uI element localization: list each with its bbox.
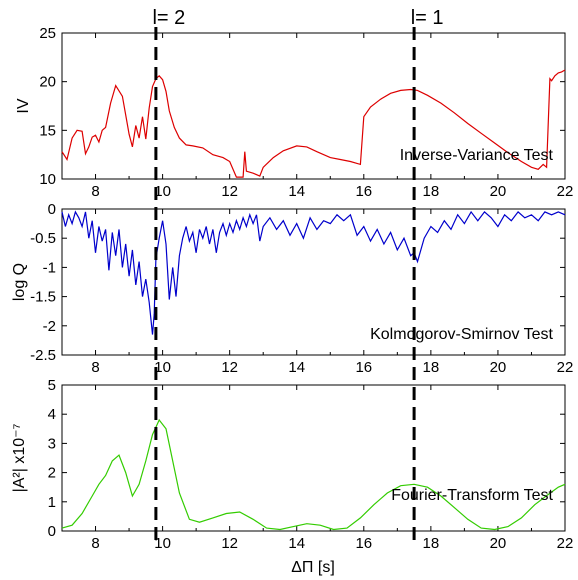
x-tick-label: 16 — [355, 183, 372, 200]
x-tick-label: 12 — [221, 359, 238, 376]
x-tick-label: 14 — [288, 359, 305, 376]
y-tick-label: -2.5 — [30, 347, 56, 364]
x-tick-label: 22 — [557, 183, 574, 200]
panel-title: Fourier-Transform Test — [391, 487, 553, 504]
y-tick-label: -1 — [43, 259, 56, 276]
y-tick-label: -0.5 — [30, 230, 56, 247]
x-tick-label: 10 — [154, 359, 171, 376]
plot-frame — [61, 384, 566, 532]
y-tick-label: 10 — [39, 171, 56, 188]
x-tick-label: 8 — [91, 535, 99, 552]
y-tick-label: 2 — [48, 465, 56, 482]
x-tick-label: 18 — [423, 535, 440, 552]
panel-inverse-variance: 8 10 12 14 16 18 20 22 10 15 20 25 Inverse-Variance… — [15, 25, 573, 200]
plot-frame — [61, 32, 566, 180]
y-tick-label: 25 — [39, 25, 56, 42]
y-tick-label: 1 — [48, 494, 56, 511]
x-tick-label: 16 — [355, 359, 372, 376]
marker-label: l= 2 — [152, 7, 185, 29]
x-tick-label: 12 — [221, 535, 238, 552]
x-axis-label: ΔΠ [s] — [291, 559, 335, 576]
x-tick-label: 16 — [355, 535, 372, 552]
mode-markers: l= 2 l= 1 — [152, 7, 444, 540]
x-tick-label: 8 — [91, 183, 99, 200]
y-tick-label: 0 — [48, 201, 56, 218]
panel-title: Inverse-Variance Test — [400, 147, 554, 164]
panel-title: Kolmogorov-Smirnov Test — [370, 326, 553, 343]
x-tick-label: 22 — [557, 535, 574, 552]
y-axis-label: IV — [15, 98, 32, 113]
y-tick-label: 0 — [48, 523, 56, 540]
y-tick-label: 20 — [39, 74, 56, 91]
x-tick-label: 14 — [288, 183, 305, 200]
x-tick-label: 20 — [490, 359, 507, 376]
x-tick-label: 18 — [423, 359, 440, 376]
plot-frame — [61, 208, 566, 356]
y-tick-label: -1.5 — [30, 289, 56, 306]
x-tick-label: 22 — [557, 359, 574, 376]
x-tick-label: 12 — [221, 183, 238, 200]
y-axis-label: |A²| x10⁻⁷ — [11, 423, 28, 492]
x-tick-label: 10 — [154, 183, 171, 200]
axis-ticks: 8 10 12 14 16 18 20 22 0 -0.5 -1 -1.5 -2 -2.5 — [30, 201, 573, 376]
x-tick-label: 18 — [423, 183, 440, 200]
x-tick-label: 20 — [490, 183, 507, 200]
y-tick-label: 3 — [48, 435, 56, 452]
x-tick-label: 8 — [91, 359, 99, 376]
data-line — [61, 418, 566, 531]
y-tick-label: -2 — [43, 318, 56, 335]
y-tick-label: 15 — [39, 122, 56, 139]
x-tick-label: 14 — [288, 535, 305, 552]
x-tick-label: 20 — [490, 535, 507, 552]
marker-label: l= 1 — [411, 7, 444, 29]
axis-ticks: 8 10 12 14 16 18 20 22 10 15 20 25 — [39, 25, 573, 200]
y-tick-label: 4 — [48, 406, 56, 423]
data-line — [61, 210, 566, 335]
y-tick-label: 5 — [48, 377, 56, 394]
panel-kolmogorov-smirnov: 8 10 12 14 16 18 20 22 0 -0.5 -1 -1.5 -2 -2.5 Kolmogo… — [11, 201, 573, 376]
y-axis-label: log Q — [11, 263, 28, 301]
x-tick-label: 10 — [154, 535, 171, 552]
data-line — [61, 69, 566, 178]
